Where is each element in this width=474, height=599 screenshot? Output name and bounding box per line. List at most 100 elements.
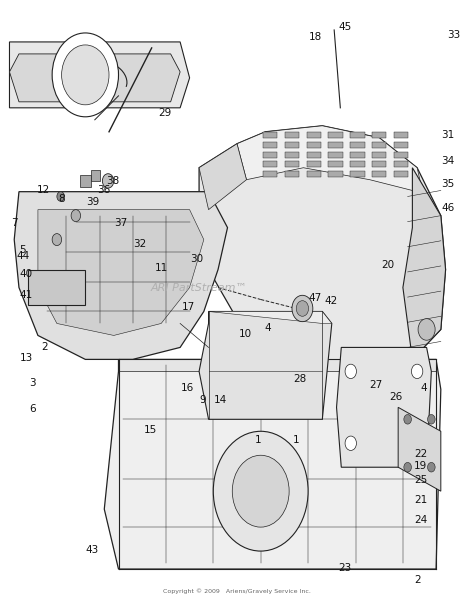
Bar [328, 142, 343, 148]
Bar [372, 152, 386, 158]
Text: 7: 7 [11, 218, 18, 228]
Text: 39: 39 [86, 198, 99, 207]
Circle shape [411, 364, 423, 379]
Polygon shape [199, 126, 446, 371]
Text: 34: 34 [441, 156, 455, 165]
Text: 2: 2 [414, 575, 420, 585]
Text: 4: 4 [264, 323, 271, 333]
Text: 18: 18 [309, 32, 322, 42]
Text: 35: 35 [441, 180, 455, 189]
Bar [285, 171, 299, 177]
Bar [394, 142, 408, 148]
Text: 25: 25 [414, 476, 428, 485]
Circle shape [296, 301, 309, 316]
Text: 3: 3 [29, 379, 36, 388]
Text: 19: 19 [414, 461, 428, 471]
Polygon shape [38, 210, 204, 335]
Polygon shape [14, 192, 228, 359]
Bar [285, 142, 299, 148]
Circle shape [232, 455, 289, 527]
Text: 11: 11 [155, 264, 168, 273]
Text: 22: 22 [414, 449, 428, 459]
Text: 1: 1 [255, 435, 262, 445]
Polygon shape [398, 407, 441, 491]
Bar [80, 175, 91, 187]
Text: 29: 29 [158, 108, 172, 117]
Circle shape [213, 431, 308, 551]
Polygon shape [209, 311, 332, 323]
Text: 6: 6 [29, 404, 36, 413]
Bar [394, 171, 408, 177]
Text: 43: 43 [86, 545, 99, 555]
Bar [285, 161, 299, 167]
Text: 2: 2 [42, 343, 48, 352]
Text: 5: 5 [19, 246, 26, 255]
Text: ARI PartStream™: ARI PartStream™ [151, 283, 247, 292]
Circle shape [411, 436, 423, 450]
Circle shape [404, 415, 411, 424]
Circle shape [102, 174, 114, 188]
Bar [91, 170, 100, 181]
Circle shape [345, 364, 356, 379]
Text: 12: 12 [37, 186, 50, 195]
Bar [328, 152, 343, 158]
Bar [307, 161, 321, 167]
Text: 45: 45 [338, 22, 352, 32]
Text: 8: 8 [58, 194, 65, 204]
Text: 31: 31 [441, 130, 455, 140]
Text: 23: 23 [338, 563, 352, 573]
Circle shape [418, 319, 435, 340]
Bar [372, 142, 386, 148]
Circle shape [292, 295, 313, 322]
Text: 21: 21 [414, 495, 428, 505]
Text: 26: 26 [389, 392, 402, 401]
Polygon shape [118, 359, 436, 371]
Bar [263, 132, 277, 138]
Circle shape [428, 462, 435, 472]
Polygon shape [237, 126, 427, 210]
Text: 10: 10 [239, 329, 252, 339]
Circle shape [52, 33, 118, 117]
Bar [350, 152, 365, 158]
Text: 36: 36 [97, 186, 110, 195]
Text: 41: 41 [19, 290, 33, 300]
Polygon shape [28, 270, 85, 305]
Bar [328, 132, 343, 138]
Bar [328, 171, 343, 177]
Circle shape [404, 462, 411, 472]
Text: Copyright © 2009   Ariens/Gravely Service Inc.: Copyright © 2009 Ariens/Gravely Service … [163, 589, 311, 594]
Bar [350, 142, 365, 148]
Bar [263, 152, 277, 158]
Bar [350, 132, 365, 138]
Polygon shape [9, 42, 190, 108]
Bar [263, 161, 277, 167]
Bar [263, 142, 277, 148]
Polygon shape [9, 54, 180, 102]
Circle shape [428, 415, 435, 424]
Text: 32: 32 [133, 240, 146, 249]
Text: 27: 27 [369, 380, 382, 389]
Bar [350, 161, 365, 167]
Polygon shape [337, 347, 431, 467]
Polygon shape [199, 311, 332, 419]
Bar [350, 171, 365, 177]
Bar [307, 132, 321, 138]
Bar [263, 171, 277, 177]
Bar [394, 132, 408, 138]
Text: 42: 42 [324, 296, 337, 305]
Circle shape [52, 234, 62, 246]
Bar [307, 142, 321, 148]
Text: 44: 44 [16, 252, 29, 261]
Text: 37: 37 [114, 218, 128, 228]
Text: 13: 13 [19, 353, 33, 363]
Polygon shape [403, 168, 446, 359]
Text: 24: 24 [414, 515, 428, 525]
Text: 47: 47 [309, 294, 322, 303]
Polygon shape [199, 144, 246, 210]
Bar [285, 132, 299, 138]
Bar [372, 171, 386, 177]
Text: 20: 20 [381, 260, 394, 270]
Text: 9: 9 [200, 395, 206, 405]
Bar [372, 132, 386, 138]
Bar [307, 152, 321, 158]
